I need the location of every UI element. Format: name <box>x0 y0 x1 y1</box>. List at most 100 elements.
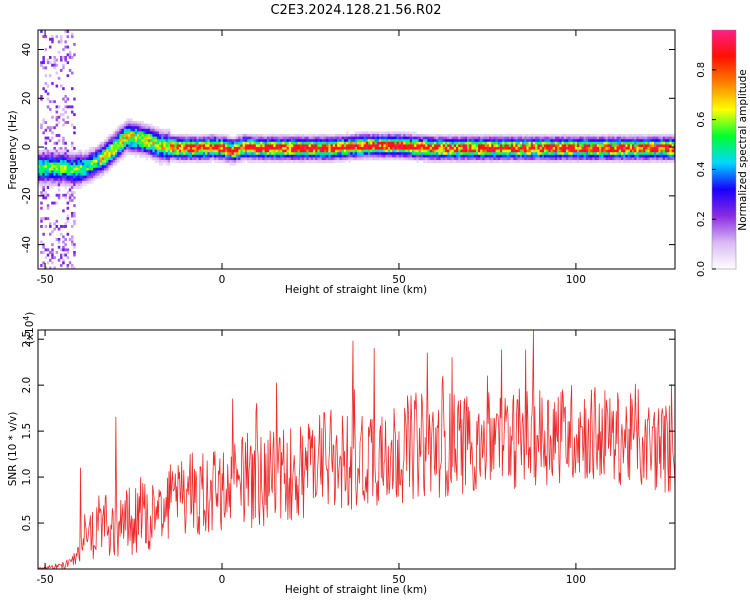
spectrogram-cell <box>134 152 138 156</box>
spectrogram-cell <box>200 154 204 158</box>
spectrogram-cell <box>445 149 448 153</box>
spectrogram-cell <box>359 139 362 143</box>
spectrogram-cell <box>42 264 45 267</box>
spectrogram-cell <box>295 149 298 153</box>
spectrogram-cell <box>321 147 325 150</box>
spectrogram-cell <box>381 157 384 161</box>
spectrogram-cell <box>119 144 122 148</box>
spectrogram-cell <box>585 160 589 163</box>
spectrogram-cell <box>106 170 109 174</box>
spectrogram-cell <box>671 154 675 158</box>
spectrogram-cell <box>40 126 43 130</box>
spectrogram-cell <box>99 147 103 150</box>
spectrogram-cell <box>328 144 331 148</box>
spectrogram-cell <box>660 139 664 143</box>
spectrogram-cell <box>132 144 136 148</box>
spectrogram-cell <box>445 144 448 148</box>
spectrogram-cell <box>38 152 41 156</box>
spectrogram-cell <box>372 149 375 153</box>
spectrogram-cell <box>610 139 613 143</box>
spectrogram-cell <box>60 35 63 39</box>
spectrogram-cell <box>55 201 59 205</box>
spectrogram-cell <box>530 147 534 150</box>
spectrogram-cell <box>207 160 210 163</box>
spectrogram-cell <box>603 152 606 156</box>
spectrogram-cell <box>596 147 600 150</box>
spectrogram-cell <box>253 152 257 156</box>
spectrogram-cell <box>464 134 468 137</box>
spectrogram-cell <box>669 139 672 143</box>
spectrogram-cell <box>251 149 254 153</box>
spectrogram-cell <box>381 136 384 140</box>
spectrogram-cell <box>392 157 395 161</box>
spectrogram-cell <box>172 139 175 143</box>
spectrogram-cell <box>590 149 593 153</box>
spectrogram-cell <box>438 139 441 143</box>
spectrogram-cell <box>508 149 512 153</box>
spectrogram-cell <box>44 256 48 260</box>
spectrogram-cell <box>603 134 606 137</box>
spectrogram-cell <box>667 160 670 163</box>
spectrogram-cell <box>649 149 653 153</box>
spectrogram-cell <box>141 121 144 124</box>
spectrogram-cell <box>493 139 496 143</box>
spectrogram-cell <box>552 149 556 153</box>
spectrogram-cell <box>599 154 602 158</box>
spectrogram-cell <box>77 165 81 169</box>
spectrogram-cell <box>220 157 224 161</box>
spectrogram-cell <box>539 144 543 148</box>
spectrogram-cell <box>60 160 63 163</box>
spectrogram-cell <box>148 144 151 148</box>
spectrogram-cell <box>51 186 54 189</box>
spectrogram-cell <box>502 147 505 150</box>
spectrogram-cell <box>394 154 397 158</box>
spectrogram-cell <box>194 157 197 161</box>
spectrogram-cell <box>134 149 138 153</box>
spectrogram-cell <box>337 134 340 137</box>
spectrogram-cell <box>361 157 364 161</box>
spectrogram-cell <box>77 178 81 182</box>
spectrogram-cell <box>491 157 494 161</box>
spectrogram-cell <box>638 160 642 163</box>
spectrogram-cell <box>324 141 327 145</box>
spectrogram-cell <box>502 144 505 148</box>
spectrogram-cell <box>423 144 426 148</box>
spectrogram-cell <box>451 141 455 145</box>
spectrogram-cell <box>106 149 109 153</box>
spectrogram-cell <box>401 147 404 150</box>
spectrogram-cell <box>337 152 340 156</box>
spectrogram-cell <box>511 136 514 140</box>
spectrogram-cell <box>460 141 463 145</box>
spectrogram-cell <box>178 141 182 145</box>
spectrogram-cell <box>583 160 587 163</box>
spectrogram-cell <box>293 139 296 143</box>
spectrogram-cell <box>231 136 235 140</box>
spectrogram-cell <box>79 173 83 176</box>
spectrogram-cell <box>128 139 131 143</box>
spectrogram-cell <box>324 144 327 148</box>
spectrogram-cell <box>154 147 158 150</box>
spectrogram-cell <box>51 40 54 44</box>
spectrogram-cell <box>462 149 466 153</box>
spectrogram-cell <box>148 154 151 158</box>
spectrogram-cell <box>392 152 395 156</box>
spectrogram-cell <box>71 175 74 179</box>
spectrogram-cell <box>115 139 118 143</box>
spectrogram-cell <box>495 144 499 148</box>
spectrogram-cell <box>115 162 118 166</box>
spectrogram-cell <box>535 136 538 140</box>
spectrogram-cell <box>306 160 309 163</box>
spectrogram-cell <box>93 175 96 179</box>
spectrogram-cell <box>332 160 336 163</box>
spectrogram-cell <box>49 157 52 161</box>
spectrogram-cell <box>550 134 554 137</box>
spectrogram-cell <box>222 136 226 140</box>
spectrogram-cell <box>414 147 417 150</box>
spectrogram-cell <box>610 147 613 150</box>
spectrogram-cell <box>359 149 362 153</box>
spectrogram-cell <box>387 147 391 150</box>
spectrogram-cell <box>374 152 378 156</box>
spectrogram-cell <box>321 149 325 153</box>
spectrogram-cell <box>62 240 65 244</box>
spectrogram-cell <box>445 139 448 143</box>
